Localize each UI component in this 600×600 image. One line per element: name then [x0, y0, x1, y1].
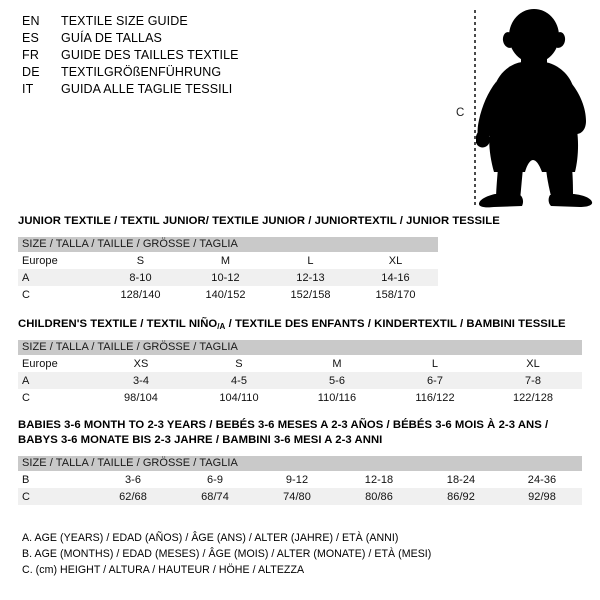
cell: 62/68 — [92, 488, 174, 505]
footnote-b: B. AGE (MONTHS) / EDAD (MESES) / ÂGE (MO… — [22, 548, 432, 560]
height-marker-label: C — [456, 107, 465, 119]
cell: 122/128 — [484, 389, 582, 406]
row-label: Europe — [18, 355, 92, 372]
row-label: B — [18, 471, 92, 488]
cell: L — [386, 355, 484, 372]
children-table-title: CHILDREN'S TEXTILE / TEXTIL NIÑO/A / TEX… — [18, 317, 582, 332]
toddler-silhouette-icon — [476, 9, 593, 208]
cell: 110/116 — [288, 389, 386, 406]
footnote-a: A. AGE (YEARS) / EDAD (AÑOS) / ÂGE (ANS)… — [22, 532, 399, 544]
cell: 8-10 — [98, 269, 183, 286]
cell: 68/74 — [174, 488, 256, 505]
cell: S — [190, 355, 288, 372]
cell: S — [98, 252, 183, 269]
cell: 6-7 — [386, 372, 484, 389]
language-label: GUIDE DES TAILLES TEXTILE — [61, 48, 239, 62]
language-code: FR — [22, 48, 40, 62]
cell: 152/158 — [268, 286, 353, 303]
language-code: ES — [22, 31, 40, 45]
language-code: IT — [22, 82, 34, 96]
table-row: C 128/140 140/152 152/158 158/170 — [18, 286, 438, 303]
legend-footnotes: A. AGE (YEARS) / EDAD (AÑOS) / ÂGE (ANS)… — [22, 530, 522, 578]
cell: L — [268, 252, 353, 269]
table-row: Europe XS S M L XL — [18, 355, 582, 372]
footnote-c: C. (cm) HEIGHT / ALTURA / HAUTEUR / HÖHE… — [22, 564, 305, 576]
table-row: B 3-6 6-9 9-12 12-18 18-24 24-36 — [18, 471, 582, 488]
cell: 14-16 — [353, 269, 438, 286]
cell: 4-5 — [190, 372, 288, 389]
babies-textile-table: BABIES 3-6 MONTH TO 2-3 YEARS / BEBÉS 3-… — [18, 418, 582, 505]
cell: XL — [353, 252, 438, 269]
cell: M — [288, 355, 386, 372]
babies-size-grid: B 3-6 6-9 9-12 12-18 18-24 24-36 C 62/68… — [18, 471, 582, 505]
children-title-sub: /A — [217, 322, 226, 331]
language-title-block: EN TEXTILE SIZE GUIDE ES GUÍA DE TALLAS … — [22, 13, 402, 98]
cell: 104/110 — [190, 389, 288, 406]
table-row: Europe S M L XL — [18, 252, 438, 269]
children-size-band-label: SIZE / TALLA / TAILLE / GRÖSSE / TAGLIA — [18, 340, 582, 355]
junior-size-band-label: SIZE / TALLA / TAILLE / GRÖSSE / TAGLIA — [18, 237, 438, 252]
language-label: GUIDA ALLE TAGLIE TESSILI — [61, 82, 233, 96]
junior-size-grid: Europe S M L XL A 8-10 10-12 12-13 14-16… — [18, 252, 438, 303]
table-row: C 98/104 104/110 110/116 116/122 122/128 — [18, 389, 582, 406]
cell: 140/152 — [183, 286, 268, 303]
childrens-textile-table: CHILDREN'S TEXTILE / TEXTIL NIÑO/A / TEX… — [18, 317, 582, 406]
language-label: TEXTILGRÖßENFÜHRUNG — [61, 65, 222, 79]
cell: 5-6 — [288, 372, 386, 389]
cell: 24-36 — [502, 471, 582, 488]
babies-table-title-line2: BABYS 3-6 MONATE BIS 2-3 JAHRE / BAMBINI… — [18, 434, 383, 446]
language-code: EN — [22, 14, 40, 28]
cell: 18-24 — [420, 471, 502, 488]
cell: 116/122 — [386, 389, 484, 406]
cell: 3-4 — [92, 372, 190, 389]
row-label: A — [18, 269, 98, 286]
height-dotted-line — [474, 10, 476, 206]
cell: 12-18 — [338, 471, 420, 488]
children-title-pre: CHILDREN'S TEXTILE / TEXTIL NIÑO — [18, 318, 218, 330]
language-row: EN TEXTILE SIZE GUIDE — [22, 13, 402, 30]
language-label: GUÍA DE TALLAS — [61, 31, 162, 45]
table-row: A 3-4 4-5 5-6 6-7 7-8 — [18, 372, 582, 389]
language-code: DE — [22, 65, 40, 79]
cell: 86/92 — [420, 488, 502, 505]
junior-textile-table: JUNIOR TEXTILE / TEXTIL JUNIOR/ TEXTILE … — [18, 214, 500, 303]
cell: 12-13 — [268, 269, 353, 286]
cell: 92/98 — [502, 488, 582, 505]
cell: 3-6 — [92, 471, 174, 488]
cell: 74/80 — [256, 488, 338, 505]
row-label: C — [18, 286, 98, 303]
row-label: C — [18, 488, 92, 505]
cell: 80/86 — [338, 488, 420, 505]
table-row: C 62/68 68/74 74/80 80/86 86/92 92/98 — [18, 488, 582, 505]
row-label: C — [18, 389, 92, 406]
row-label: A — [18, 372, 92, 389]
children-title-post: / TEXTILE DES ENFANTS / KINDERTEXTIL / B… — [225, 318, 566, 330]
cell: 158/170 — [353, 286, 438, 303]
babies-size-band-label: SIZE / TALLA / TAILLE / GRÖSSE / TAGLIA — [18, 456, 582, 471]
cell: 98/104 — [92, 389, 190, 406]
language-label: TEXTILE SIZE GUIDE — [61, 14, 188, 28]
cell: M — [183, 252, 268, 269]
language-row: IT GUIDA ALLE TAGLIE TESSILI — [22, 81, 402, 98]
table-row: A 8-10 10-12 12-13 14-16 — [18, 269, 438, 286]
cell: XS — [92, 355, 190, 372]
junior-table-title: JUNIOR TEXTILE / TEXTIL JUNIOR/ TEXTILE … — [18, 215, 500, 227]
height-figure: C — [440, 0, 600, 215]
language-row: DE TEXTILGRÖßENFÜHRUNG — [22, 64, 402, 81]
cell: 9-12 — [256, 471, 338, 488]
cell: 10-12 — [183, 269, 268, 286]
children-size-grid: Europe XS S M L XL A 3-4 4-5 5-6 6-7 7-8… — [18, 355, 582, 406]
cell: 7-8 — [484, 372, 582, 389]
cell: 6-9 — [174, 471, 256, 488]
cell: 128/140 — [98, 286, 183, 303]
babies-table-title-line1: BABIES 3-6 MONTH TO 2-3 YEARS / BEBÉS 3-… — [18, 419, 549, 431]
language-row: FR GUIDE DES TAILLES TEXTILE — [22, 47, 402, 64]
cell: XL — [484, 355, 582, 372]
language-row: ES GUÍA DE TALLAS — [22, 30, 402, 47]
row-label: Europe — [18, 252, 98, 269]
